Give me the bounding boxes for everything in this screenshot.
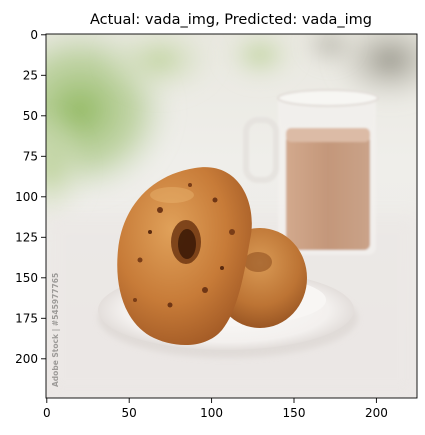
x-tick-label: 150: [283, 406, 306, 420]
tea-glass: [243, 89, 379, 255]
y-axis: 0 25 50 75 100 125 150 175 200: [15, 28, 46, 366]
y-tick-label: 150: [15, 271, 38, 285]
plot-title: Actual: vada_img, Predicted: vada_img: [90, 12, 372, 28]
y-tick-label: 25: [23, 69, 38, 83]
y-tick-label: 0: [30, 28, 38, 42]
x-tick-label: 200: [365, 406, 388, 420]
axes-frame: [45, 33, 418, 399]
vada-front: [117, 167, 252, 346]
x-tick-label: 0: [43, 406, 51, 420]
y-tick-label: 175: [15, 312, 38, 326]
y-tick-label: 200: [15, 352, 38, 366]
x-tick-label: 50: [122, 406, 137, 420]
y-tick-label: 100: [15, 190, 38, 204]
food-photo: Adobe Stock | #545977765: [46, 34, 417, 398]
y-tick-label: 75: [23, 150, 38, 164]
y-tick-label: 50: [23, 109, 38, 123]
watermark: Adobe Stock | #545977765: [51, 273, 61, 387]
x-axis: 0 50 100 150 200: [43, 398, 388, 420]
x-tick-label: 100: [200, 406, 223, 420]
y-tick-label: 125: [15, 231, 38, 245]
